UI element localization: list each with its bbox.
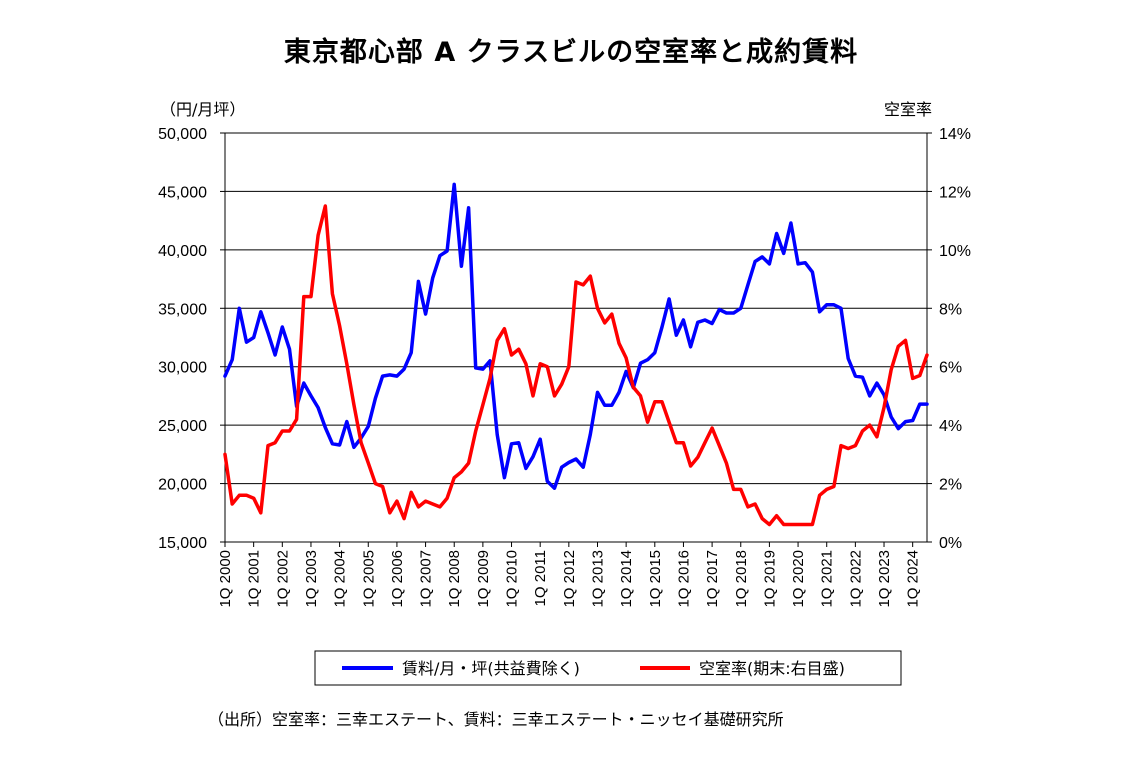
x-tick-label: 1Q 2003 [303, 550, 320, 608]
legend-label-rent: 賃料/月・坪(共益費除く) [402, 659, 580, 678]
left-y-tick-label: 35,000 [158, 301, 207, 318]
legend-box [314, 650, 902, 686]
left-y-tick-label: 20,000 [158, 477, 207, 494]
rent-series-line [223, 182, 929, 490]
right-y-tick-label: 0% [939, 535, 962, 552]
x-tick-label: 1Q 2000 [217, 550, 234, 608]
left-y-tick-label: 30,000 [158, 360, 207, 377]
left-y-tick-label: 45,000 [158, 184, 207, 201]
x-tick-label: 1Q 2009 [475, 550, 492, 608]
x-tick-label: 1Q 2012 [561, 550, 578, 608]
left-y-tick-label: 40,000 [158, 243, 207, 260]
x-tick-label: 1Q 2002 [274, 550, 291, 608]
x-tick-label: 1Q 2016 [675, 550, 692, 608]
right-y-tick-label: 2% [939, 477, 962, 494]
legend-label-vacancy: 空室率(期末:右目盛) [699, 659, 845, 678]
right-y-tick-label: 8% [939, 301, 962, 318]
x-tick-label: 1Q 2005 [360, 550, 377, 608]
right-y-tick-label: 4% [939, 418, 962, 435]
x-tick-label: 1Q 2019 [761, 550, 778, 608]
x-tick-label: 1Q 2022 [847, 550, 864, 608]
right-y-tick-label: 10% [939, 243, 971, 260]
left-y-tick-label: 50,000 [158, 126, 207, 143]
left-y-tick-label: 15,000 [158, 535, 207, 552]
chart-title: 東京都心部 A クラスビルの空室率と成約賃料 [283, 37, 859, 68]
x-tick-label: 1Q 2017 [704, 550, 721, 608]
legend: 賃料/月・坪(共益費除く) 空室率(期末:右目盛) [314, 650, 902, 686]
source-note: （出所）空室率：三幸エステート、賃料：三幸エステート・ニッセイ基礎研究所 [208, 710, 784, 729]
x-tick-label: 1Q 2008 [446, 550, 463, 608]
right-y-tick-label: 12% [939, 184, 971, 201]
x-tick-label: 1Q 2023 [876, 550, 893, 608]
x-tick-label: 1Q 2021 [819, 550, 836, 608]
x-tick-label: 1Q 2004 [332, 550, 349, 608]
right-y-tick-label: 6% [939, 360, 962, 377]
x-tick-label: 1Q 2014 [618, 550, 635, 608]
x-tick-label: 1Q 2015 [647, 550, 664, 608]
x-tick-label: 1Q 2024 [905, 550, 922, 608]
plot-frame [224, 132, 928, 543]
vacancy-series-line [223, 204, 929, 527]
x-tick-label: 1Q 2001 [246, 550, 263, 608]
x-tick-label: 1Q 2020 [790, 550, 807, 608]
left-axis-unit: （円/月坪） [160, 100, 246, 119]
x-tick-label: 1Q 2011 [532, 550, 549, 606]
right-axis-unit: 空室率 [884, 100, 933, 119]
x-tick-label: 1Q 2007 [418, 550, 435, 608]
x-tick-label: 1Q 2006 [389, 550, 406, 608]
right-y-tick-label: 14% [939, 126, 971, 143]
x-tick-label: 1Q 2018 [733, 550, 750, 608]
left-y-tick-label: 25,000 [158, 418, 207, 435]
x-tick-label: 1Q 2010 [504, 550, 521, 608]
x-tick-label: 1Q 2013 [589, 550, 606, 608]
